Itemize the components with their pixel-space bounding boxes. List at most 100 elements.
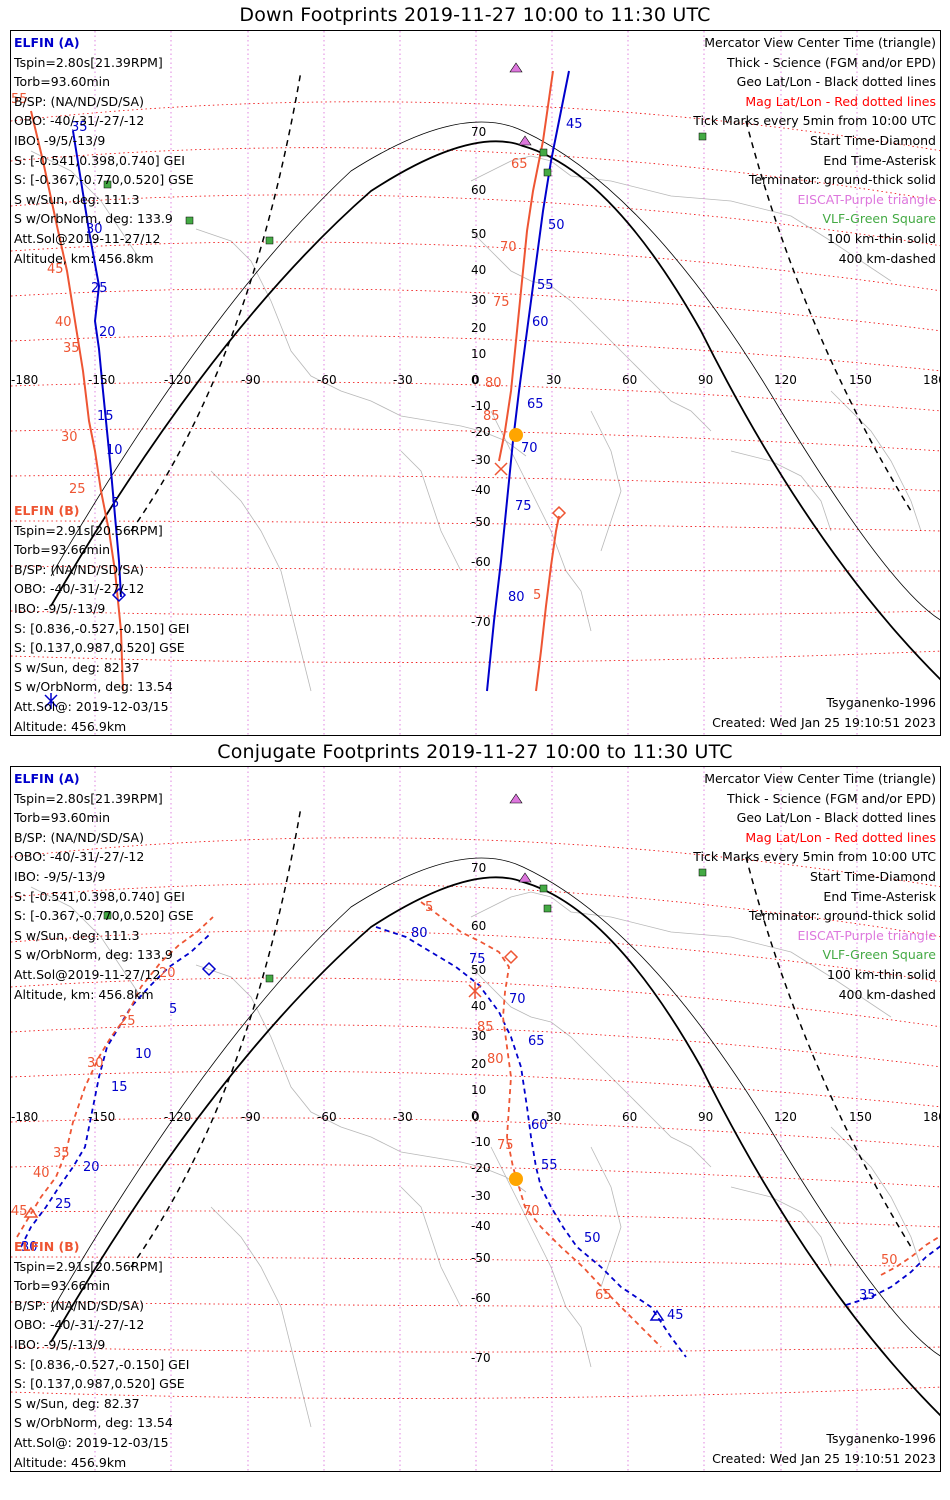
elfin-b-label: ELFIN (B) xyxy=(14,503,80,518)
legend-item: Mercator View Center Time (triangle) xyxy=(704,771,936,786)
svg-text:25: 25 xyxy=(55,1197,72,1212)
legend-item: EISCAT-Purple triangle xyxy=(797,191,936,207)
svg-text:80: 80 xyxy=(411,926,428,941)
end-asterisk-b-down xyxy=(494,462,508,476)
info-line: Altitude, km: 456.8km xyxy=(14,250,154,266)
track-labels-conjugate: 5 10 15 20 25 30 20 25 30 35 40 45 80 75… xyxy=(11,900,898,1323)
legend-item: Geo Lat/Lon - Black dotted lines xyxy=(736,810,936,826)
vlf-square-1 xyxy=(698,132,707,141)
legend-down: Mercator View Center Time (triangle) Thi… xyxy=(693,33,936,268)
lat-tick: -40 xyxy=(471,483,491,497)
lat-tick-col-down: 70 60 50 40 30 20 10 0 -10 -20 -30 -40 -… xyxy=(471,123,501,683)
lon-tick: -120 xyxy=(164,373,192,387)
lat-tick: -50 xyxy=(471,515,491,529)
lon-tick: 120 xyxy=(774,373,797,387)
start-diamond-b-down xyxy=(551,505,567,521)
legend-item: Start Time-Diamond xyxy=(809,868,936,884)
vlf-square-5 xyxy=(103,911,112,920)
info-line: Tspin=2.91s[20.56RPM] xyxy=(14,522,163,538)
info-line: B/SP: (NA/ND/SD/SA) xyxy=(14,93,144,109)
lat-tick: 10 xyxy=(471,347,487,361)
terminator-down xyxy=(50,70,940,681)
panel-title-down: Down Footprints 2019-11-27 10:00 to 11:3… xyxy=(239,4,711,26)
lat-tick: -60 xyxy=(471,1291,491,1305)
info-line: S: [-0.541,0.398,0.740] GEI xyxy=(14,888,185,904)
svg-text:5: 5 xyxy=(169,1002,177,1017)
legend-item: Terminator: ground-thick solid xyxy=(748,172,936,188)
start-diamond-b-conj xyxy=(503,949,519,965)
svg-text:45: 45 xyxy=(667,1308,684,1323)
view-center-triangle-b-conj xyxy=(23,1206,39,1218)
elfin-a-conj-track-3 xyxy=(845,1245,940,1306)
elfin-a-conj-track-2 xyxy=(375,926,687,1358)
info-line: Torb=93.66min xyxy=(14,1278,111,1294)
eiscat-triangle-down xyxy=(509,62,523,73)
elfin-a-conj-track-1 xyxy=(20,934,210,1248)
elfin-a-info-conj: ELFIN (A) Tspin=2.80s[21.39RPM] Torb=93.… xyxy=(14,769,194,1004)
info-line: Torb=93.66min xyxy=(14,542,111,558)
map-canvas-conjugate: 5 10 15 20 25 30 20 25 30 35 40 45 80 75… xyxy=(11,767,940,1471)
legend-item: Mag Lat/Lon - Red dotted lines xyxy=(745,93,936,109)
lon-tick: 150 xyxy=(849,1110,872,1124)
svg-text:20: 20 xyxy=(99,325,116,340)
info-line: Altitude: 456.9km xyxy=(14,718,127,734)
sun-marker-down xyxy=(509,428,523,442)
lat-tick: -60 xyxy=(471,555,491,569)
svg-text:50: 50 xyxy=(881,1253,898,1268)
vlf-square-2 xyxy=(539,884,548,893)
start-diamond-a-conj xyxy=(201,961,217,977)
svg-text:30: 30 xyxy=(61,430,78,445)
info-line: B/SP: (NA/ND/SD/SA) xyxy=(14,561,144,577)
svg-text:5: 5 xyxy=(111,496,119,511)
vlf-square-6 xyxy=(103,180,112,189)
svg-text:65: 65 xyxy=(527,397,544,412)
info-line: Altitude: 456.9km xyxy=(14,1454,127,1470)
vlf-square-3 xyxy=(543,168,552,177)
elfin-b-info-down: ELFIN (B) Tspin=2.91s[20.56RPM] Torb=93.… xyxy=(14,501,189,735)
elfin-a-track-pacific xyxy=(72,130,122,598)
footer-down: Tsyganenko-1996 Created: Wed Jan 25 19:1… xyxy=(712,693,936,732)
lon-tick: 0 xyxy=(472,373,480,387)
legend-item: VLF-Green Square xyxy=(822,947,936,963)
info-line: S: [-0.367,-0.770,0.520] GSE xyxy=(14,172,194,188)
legend-item: Thick - Science (FGM and/or EPD) xyxy=(727,790,936,806)
info-line: Tspin=2.80s[21.39RPM] xyxy=(14,790,163,806)
info-line: OBO: -40/-31/-27/-12 xyxy=(14,1317,145,1333)
svg-text:20: 20 xyxy=(159,966,176,981)
svg-text:55: 55 xyxy=(11,92,28,107)
track-labels-down: 5 10 15 20 25 30 35 55 45 40 35 30 25 80… xyxy=(11,92,583,605)
svg-text:70: 70 xyxy=(509,992,526,1007)
svg-text:70: 70 xyxy=(523,1204,540,1219)
svg-text:30: 30 xyxy=(86,222,103,237)
lon-tick: 60 xyxy=(622,1110,638,1124)
map-panel-down: 5 10 15 20 25 30 35 55 45 40 35 30 25 80… xyxy=(10,30,941,736)
svg-text:35: 35 xyxy=(859,1288,876,1303)
lat-tick: 0 xyxy=(471,373,479,387)
lon-tick: -120 xyxy=(164,1110,192,1124)
vlf-square-4 xyxy=(265,974,274,983)
svg-text:65: 65 xyxy=(595,1288,612,1303)
lon-tick: -90 xyxy=(241,1110,261,1124)
geo-grid-conjugate xyxy=(94,767,858,1471)
coastlines-conjugate xyxy=(30,886,922,1428)
created-label: Created: Wed Jan 25 19:10:51 2023 xyxy=(712,1450,936,1466)
legend-item: 100 km-thin solid xyxy=(827,230,936,246)
map-panel-conjugate: 5 10 15 20 25 30 20 25 30 35 40 45 80 75… xyxy=(10,766,941,1472)
lon-tick: 120 xyxy=(774,1110,797,1124)
info-line: S w/OrbNorm, deg: 13.54 xyxy=(14,1415,173,1431)
end-asterisk-b-conj xyxy=(468,983,482,999)
lon-tick: 90 xyxy=(698,373,714,387)
legend-item: EISCAT-Purple triangle xyxy=(797,927,936,943)
lat-tick: -50 xyxy=(471,1251,491,1265)
end-asterisk-a-down xyxy=(44,693,58,709)
info-line: Torb=93.60min xyxy=(14,74,111,90)
lon-tick: -90 xyxy=(241,373,261,387)
legend-item: Start Time-Diamond xyxy=(809,132,936,148)
lon-tick: -60 xyxy=(317,1110,337,1124)
info-line: OBO: -40/-31/-27/-12 xyxy=(14,849,145,865)
legend-item: VLF-Green Square xyxy=(822,211,936,227)
info-line: B/SP: (NA/ND/SD/SA) xyxy=(14,829,144,845)
elfin-b-info-conj: ELFIN (B) Tspin=2.91s[20.56RPM] Torb=93.… xyxy=(14,1237,189,1471)
lon-tick: 180 xyxy=(923,373,940,387)
lat-tick: 50 xyxy=(471,963,487,977)
